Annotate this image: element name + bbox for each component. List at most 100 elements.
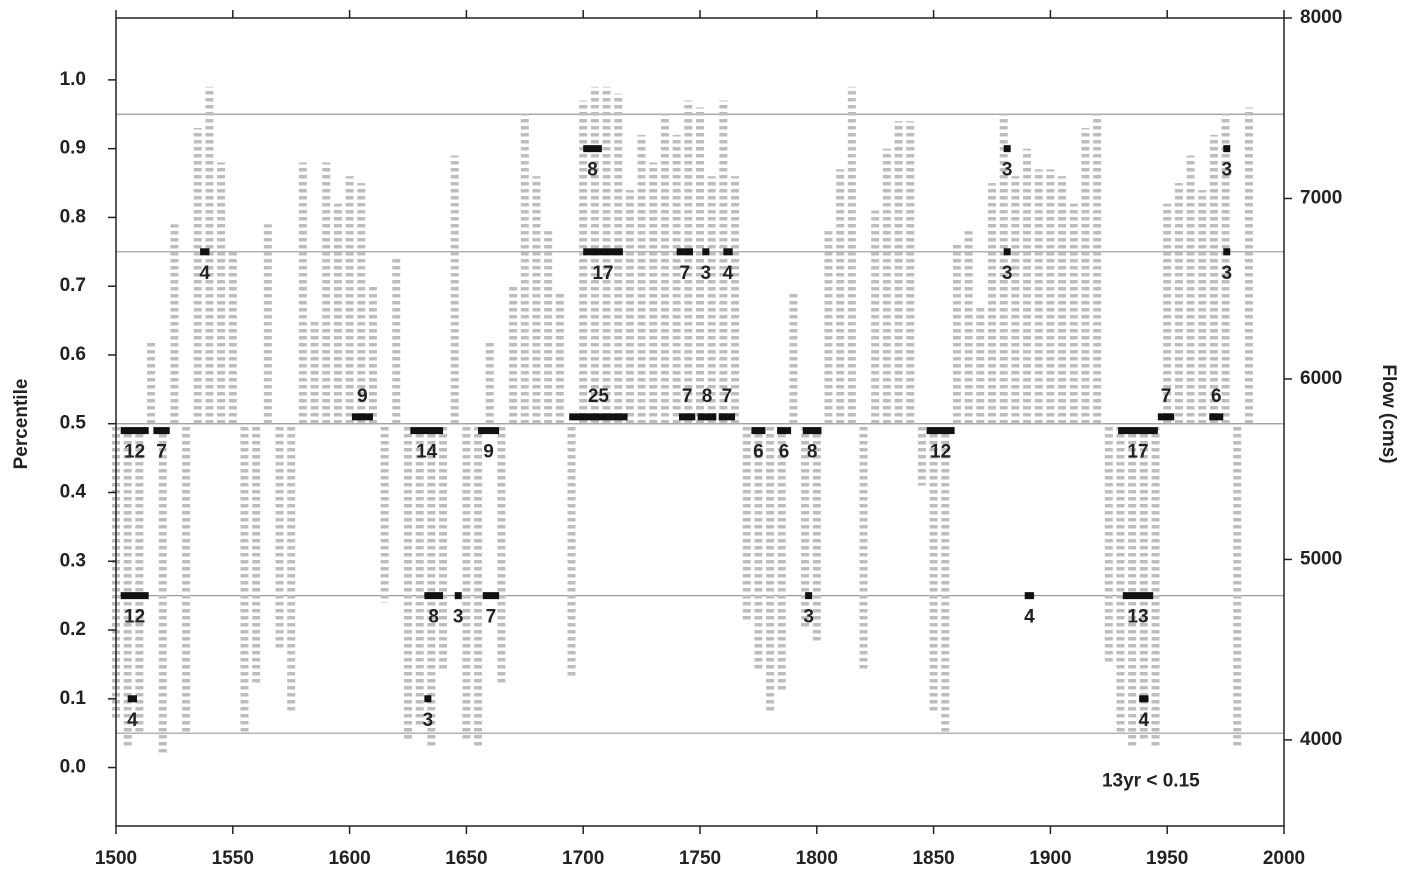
run-marker [1024, 592, 1035, 600]
bar [497, 423, 506, 686]
bar [789, 293, 798, 424]
bar [742, 423, 751, 624]
bar [439, 423, 448, 672]
bar [217, 162, 226, 424]
bar [812, 423, 821, 644]
run-marker [482, 592, 500, 600]
bar [147, 341, 156, 424]
bar [1093, 114, 1102, 424]
run-count: 4 [723, 263, 734, 284]
run-count: 17 [1127, 442, 1148, 463]
bar [1244, 107, 1253, 424]
run-count: 8 [702, 386, 713, 407]
x-tick-label: 1550 [212, 848, 254, 869]
annotation: 13yr < 0.15 [1102, 770, 1200, 791]
bar [368, 286, 377, 424]
x-tick-label: 2000 [1263, 848, 1305, 869]
run-marker [351, 413, 373, 421]
x-tick-label: 1750 [679, 848, 721, 869]
run-marker [454, 592, 462, 600]
run-count: 7 [486, 607, 497, 628]
bar [182, 423, 191, 734]
bar [158, 423, 167, 754]
run-marker [697, 413, 717, 421]
x-tick-label: 1600 [328, 848, 370, 869]
bar [462, 423, 471, 741]
run-marker [777, 427, 792, 435]
run-marker [153, 427, 170, 435]
bar [882, 148, 891, 424]
run-marker [120, 592, 149, 600]
bar [520, 114, 529, 424]
run-count: 6 [779, 442, 790, 463]
bar [731, 176, 740, 424]
bar [1233, 423, 1242, 747]
run-count: 3 [1221, 160, 1232, 181]
bar [941, 423, 950, 734]
run-marker [1003, 248, 1011, 256]
bar [228, 251, 237, 424]
bar [404, 423, 412, 741]
bar [1023, 148, 1032, 424]
bar [310, 320, 319, 424]
x-tick-label: 1650 [445, 848, 487, 869]
bar [719, 100, 728, 424]
run-count: 4 [1024, 607, 1035, 628]
bar [871, 210, 880, 424]
bar [1011, 176, 1020, 424]
bar [193, 128, 202, 424]
run-count: 12 [930, 442, 951, 463]
run-marker [702, 248, 710, 256]
y2-tick-label: 4000 [1300, 729, 1342, 750]
run-count: 14 [416, 442, 438, 463]
bar [1174, 183, 1183, 424]
bar [357, 183, 366, 424]
bar [836, 169, 845, 424]
bar [660, 114, 669, 424]
bar [964, 231, 973, 424]
bar [544, 231, 553, 424]
bar [1151, 423, 1160, 747]
run-marker [424, 695, 432, 703]
bar [1221, 114, 1230, 424]
bar [509, 286, 518, 424]
bar [252, 423, 261, 686]
bar [614, 93, 623, 424]
bar [777, 423, 786, 692]
run-count: 4 [199, 263, 210, 284]
run-count: 3 [453, 607, 464, 628]
bar [579, 100, 588, 424]
bar [847, 86, 856, 424]
y-tick-label: 0.1 [60, 688, 87, 709]
run-count: 3 [803, 607, 814, 628]
bar [170, 224, 179, 424]
run-marker [678, 413, 696, 421]
run-marker [583, 248, 623, 256]
run-marker [478, 427, 500, 435]
run-count: 4 [1139, 710, 1150, 731]
bar [696, 107, 704, 424]
bar [894, 121, 903, 424]
bar [929, 423, 938, 713]
bar [952, 244, 961, 424]
run-count: 6 [753, 442, 764, 463]
run-marker [1223, 248, 1231, 256]
bar [135, 423, 144, 734]
run-count: 7 [682, 386, 693, 407]
x-tick-label: 1900 [1029, 848, 1071, 869]
run-marker [1118, 427, 1158, 435]
run-marker [751, 427, 766, 435]
run-count: 3 [423, 710, 434, 731]
bar [1081, 128, 1090, 424]
x-tick-label: 1850 [912, 848, 954, 869]
bar [1209, 134, 1218, 424]
run-marker [410, 427, 444, 435]
bar [345, 176, 354, 424]
bar [917, 423, 926, 486]
bar [240, 423, 249, 734]
run-count: 8 [807, 442, 818, 463]
run-count: 3 [1221, 263, 1232, 284]
y2-tick-label: 7000 [1300, 187, 1342, 208]
run-marker [805, 592, 813, 600]
